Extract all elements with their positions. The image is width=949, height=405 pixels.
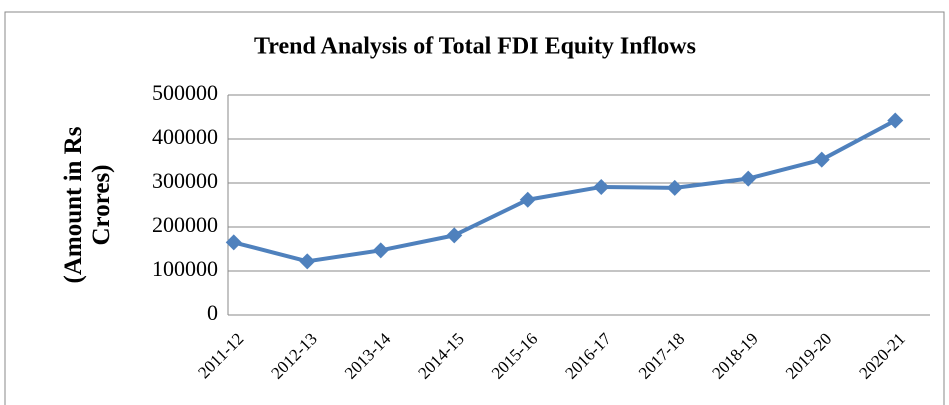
marker [446, 227, 463, 244]
line [233, 118, 897, 264]
marker [593, 178, 610, 195]
y-tick-label: 400000 [152, 124, 218, 149]
chart-title: Trend Analysis of Total FDI Equity Inflo… [254, 34, 696, 60]
y-tick-label: 200000 [152, 212, 218, 237]
marker [740, 170, 757, 187]
y-tick-label: 500000 [152, 80, 218, 105]
y-tick-label: 300000 [152, 168, 218, 193]
chart-border [4, 11, 945, 405]
y-tick-label: 0 [207, 300, 218, 325]
marker [299, 253, 316, 270]
marker [225, 234, 242, 251]
y-axis-label: (Amount in Rs Crores) [60, 126, 115, 284]
y-tick-label: 100000 [152, 256, 218, 281]
marker [666, 179, 683, 196]
marker [813, 151, 830, 168]
marker [887, 112, 904, 129]
marker [519, 191, 536, 208]
marker [372, 242, 389, 259]
